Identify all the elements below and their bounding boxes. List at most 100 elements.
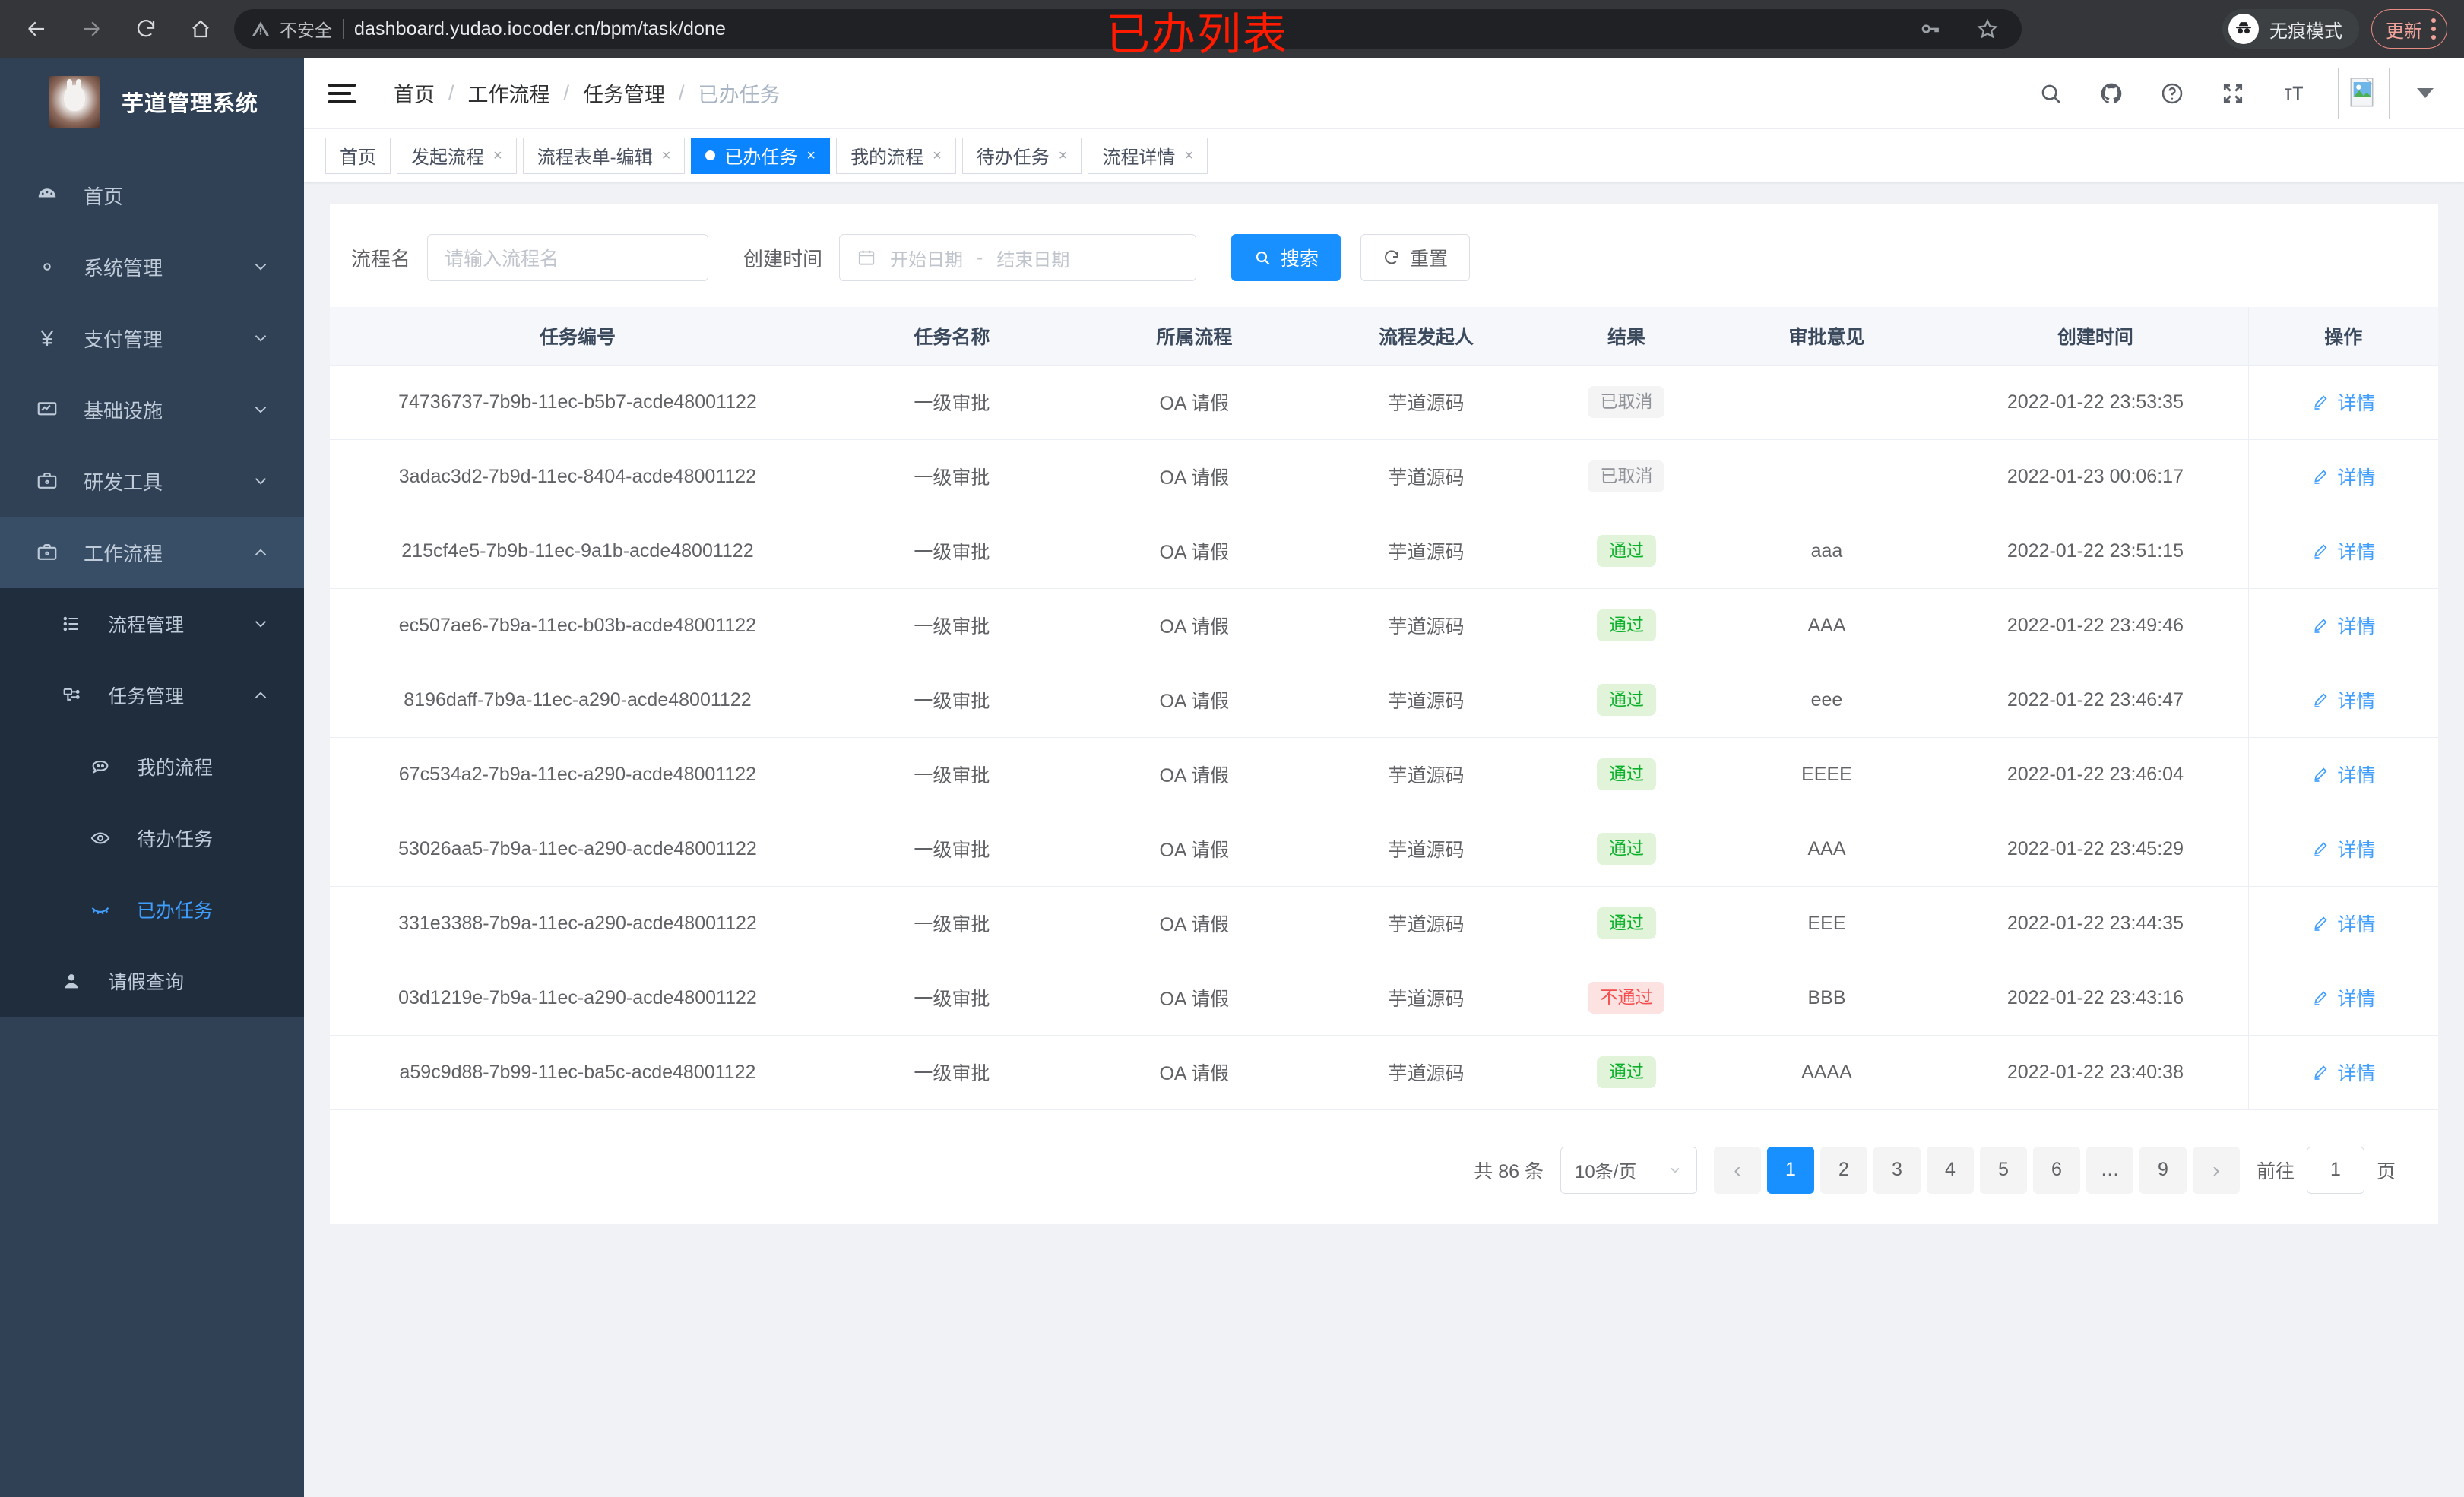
close-icon[interactable]: ×: [493, 147, 502, 164]
avatar[interactable]: [2338, 67, 2390, 119]
sidebar-item-leave-query[interactable]: 请假查询: [0, 945, 304, 1017]
tab-process-detail[interactable]: 流程详情 ×: [1088, 137, 1208, 174]
tab-todo-tasks[interactable]: 待办任务 ×: [961, 137, 1082, 174]
back-icon[interactable]: [17, 9, 56, 49]
sidebar-item-system[interactable]: 系统管理: [0, 231, 304, 302]
page-size-select[interactable]: 10条/页: [1560, 1146, 1697, 1194]
tab-start-process[interactable]: 发起流程 ×: [397, 137, 517, 174]
breadcrumb-item-workflow[interactable]: 工作流程: [467, 84, 550, 106]
chat-icon: [79, 756, 122, 777]
incognito-icon: [2228, 14, 2259, 44]
edit-pencil-icon: [2311, 840, 2329, 858]
detail-link[interactable]: 详情: [2311, 388, 2375, 416]
cell-operation: 详情: [2247, 663, 2438, 738]
pagination-page-5[interactable]: 5: [1979, 1146, 2027, 1194]
pagination-page-current[interactable]: 1: [1766, 1146, 1814, 1194]
breadcrumb-item-home[interactable]: 首页: [394, 84, 435, 106]
active-dot-icon: [705, 150, 716, 160]
cell-initiator: 芋道源码: [1310, 439, 1543, 514]
tab-label: 已办任务: [724, 147, 798, 168]
close-icon[interactable]: ×: [661, 147, 671, 164]
bookmark-star-icon[interactable]: [1970, 11, 2005, 46]
pagination-jump-input[interactable]: 1: [2306, 1146, 2364, 1194]
close-icon[interactable]: ×: [1184, 147, 1194, 164]
close-icon[interactable]: ×: [933, 147, 942, 164]
detail-link[interactable]: 详情: [2311, 537, 2375, 565]
cell-task-id: 53026aa5-7b9a-11ec-a290-acde48001122: [330, 812, 825, 887]
incognito-indicator[interactable]: 无痕模式: [2222, 9, 2359, 49]
monitor-chart-icon: [26, 398, 68, 421]
hamburger-icon[interactable]: [328, 76, 363, 111]
cell-process: OA 请假: [1078, 1035, 1310, 1110]
cell-operation: 详情: [2247, 365, 2438, 440]
pagination-page-3[interactable]: 3: [1873, 1146, 1921, 1194]
pagination-page-6[interactable]: 6: [2032, 1146, 2080, 1194]
cell-task-id: a59c9d88-7b99-11ec-ba5c-acde48001122: [330, 1035, 825, 1110]
table-row: 331e3388-7b9a-11ec-a290-acde48001122 一级审批…: [330, 886, 2438, 961]
sidebar-item-task-management[interactable]: 任务管理: [0, 660, 304, 731]
topbar: 首页 / 工作流程 / 任务管理 / 已办任务: [304, 58, 2464, 129]
sidebar-item-done-tasks[interactable]: 已办任务: [0, 874, 304, 945]
font-size-icon[interactable]: [2277, 77, 2310, 110]
column-header-result: 结果: [1542, 307, 1711, 366]
breadcrumb-item-task-management[interactable]: 任务管理: [583, 84, 666, 106]
column-header-created-time: 创建时间: [1943, 307, 2249, 366]
detail-link[interactable]: 详情: [2311, 835, 2375, 862]
home-icon[interactable]: [181, 9, 220, 49]
close-icon[interactable]: ×: [806, 147, 816, 164]
caret-down-icon[interactable]: [2417, 88, 2434, 98]
tab-process-form-edit[interactable]: 流程表单-编辑 ×: [522, 137, 686, 174]
address-bar[interactable]: 不安全 dashboard.yudao.iocoder.cn/bpm/task/…: [234, 9, 2022, 49]
detail-link[interactable]: 详情: [2311, 612, 2375, 639]
cell-created-time: 2022-01-22 23:45:29: [1943, 812, 2249, 887]
cell-process: OA 请假: [1078, 514, 1310, 589]
process-name-input[interactable]: 请输入流程名: [427, 234, 709, 281]
sidebar-item-process-management[interactable]: 流程管理: [0, 588, 304, 660]
search-button[interactable]: 搜索: [1231, 234, 1341, 281]
tab-home[interactable]: 首页: [325, 137, 391, 174]
create-time-range-picker[interactable]: 开始日期 - 结束日期: [839, 234, 1197, 281]
calendar-icon: [857, 248, 876, 267]
reload-icon[interactable]: [126, 9, 166, 49]
github-icon[interactable]: [2095, 77, 2128, 110]
pagination-page-2[interactable]: 2: [1819, 1146, 1867, 1194]
brand[interactable]: 芋道管理系统: [0, 58, 304, 146]
detail-link[interactable]: 详情: [2311, 984, 2375, 1011]
sidebar-item-my-process[interactable]: 我的流程: [0, 731, 304, 802]
sidebar-item-devtools[interactable]: 研发工具: [0, 445, 304, 517]
sidebar-item-workflow[interactable]: 工作流程: [0, 517, 304, 588]
update-button[interactable]: 更新: [2371, 9, 2447, 49]
sidebar-item-todo-tasks[interactable]: 待办任务: [0, 802, 304, 874]
reset-button[interactable]: 重置: [1360, 234, 1471, 281]
sidebar-item-home[interactable]: 首页: [0, 160, 304, 231]
sidebar-item-label: 任务管理: [108, 686, 185, 707]
cell-result: 通过: [1542, 812, 1711, 887]
detail-link[interactable]: 详情: [2311, 686, 2375, 714]
close-icon[interactable]: ×: [1058, 147, 1068, 164]
detail-link[interactable]: 详情: [2311, 463, 2375, 490]
table-row: a59c9d88-7b99-11ec-ba5c-acde48001122 一级审批…: [330, 1035, 2438, 1110]
pagination-next-button[interactable]: ›: [2192, 1146, 2240, 1194]
key-icon[interactable]: [1912, 11, 1947, 46]
pagination-prev-button[interactable]: ‹: [1713, 1146, 1761, 1194]
forward-icon[interactable]: [71, 9, 111, 49]
cell-task-id: 74736737-7b9b-11ec-b5b7-acde48001122: [330, 365, 825, 440]
sidebar-item-infrastructure[interactable]: 基础设施: [0, 374, 304, 445]
cell-task-id: 67c534a2-7b9a-11ec-a290-acde48001122: [330, 737, 825, 812]
tab-my-process[interactable]: 我的流程 ×: [836, 137, 956, 174]
sidebar-item-label: 已办任务: [137, 900, 214, 922]
security-indicator[interactable]: 不安全: [251, 16, 332, 42]
detail-link[interactable]: 详情: [2311, 910, 2375, 937]
detail-link[interactable]: 详情: [2311, 761, 2375, 788]
search-icon[interactable]: [2034, 77, 2067, 110]
detail-link[interactable]: 详情: [2311, 1059, 2375, 1086]
pagination-page-9[interactable]: 9: [2139, 1146, 2187, 1194]
fullscreen-icon[interactable]: [2216, 77, 2250, 110]
sidebar-item-payment[interactable]: 支付管理: [0, 302, 304, 374]
help-circle-icon[interactable]: [2155, 77, 2189, 110]
kebab-menu-icon[interactable]: [2431, 18, 2436, 40]
pagination-page-4[interactable]: 4: [1926, 1146, 1974, 1194]
table-row: 74736737-7b9b-11ec-b5b7-acde48001122 一级审批…: [330, 365, 2438, 440]
tab-done-tasks[interactable]: 已办任务 ×: [691, 137, 831, 174]
pagination-page-…[interactable]: …: [2086, 1146, 2133, 1194]
